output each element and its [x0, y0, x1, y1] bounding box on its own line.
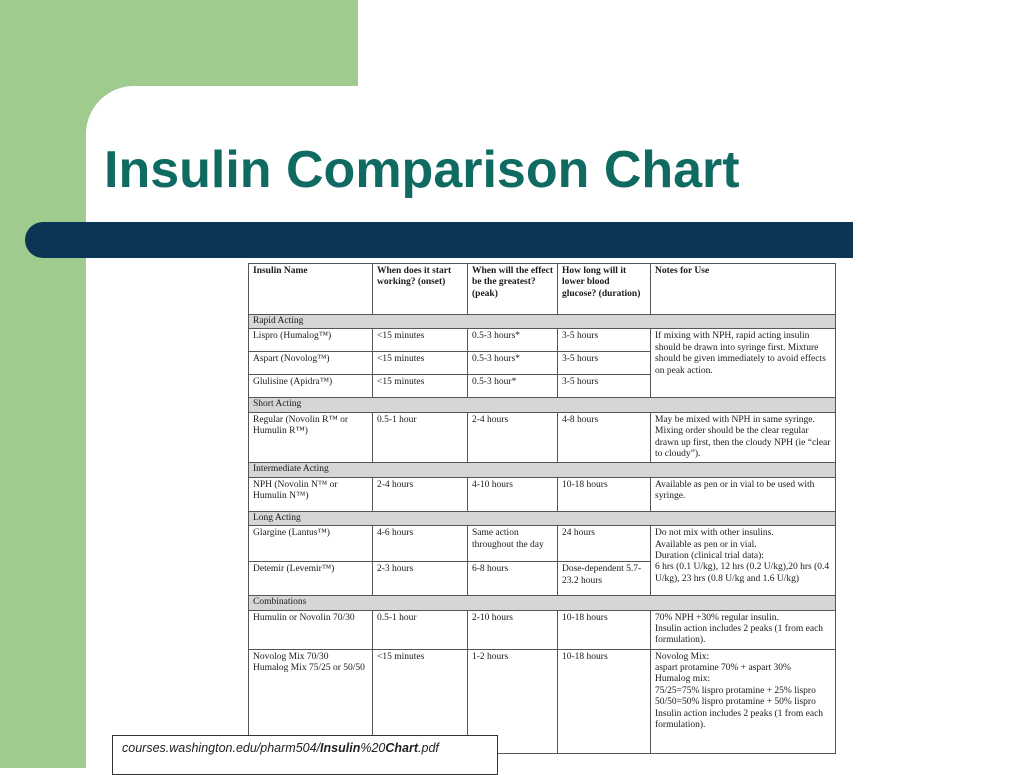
peak-cell: 0.5-3 hours* — [467, 351, 558, 376]
table-row: Aspart (Novolog™) <15 minutes 0.5-3 hour… — [248, 351, 836, 376]
onset-cell: 0.5-1 hour — [372, 411, 468, 464]
duration-cell: 3-5 hours — [557, 374, 651, 399]
table-header-row: Insulin Name When does it start working?… — [248, 263, 836, 315]
section-row-short: Short Acting — [248, 397, 836, 413]
notes-cell: Available as pen or in vial to be used w… — [650, 476, 836, 512]
header-peak: When will the effect be the greatest? (p… — [467, 263, 558, 315]
insulin-name-cell: Lispro (Humalog™) — [248, 328, 373, 353]
onset-cell: <15 minutes — [372, 374, 468, 399]
insulin-name-cell: NPH (Novolin N™ or Humulin N™) — [248, 476, 373, 512]
notes-cell: Novolog Mix: aspart protamine 70% + aspa… — [650, 648, 836, 754]
header-duration: How long will it lower blood glucose? (d… — [557, 263, 651, 315]
header-onset: When does it start working? (onset) — [372, 263, 468, 315]
header-notes: Notes for Use — [650, 263, 836, 315]
source-url-bold-part: Insulin — [320, 741, 361, 755]
duration-cell: 3-5 hours — [557, 328, 651, 353]
notes-cell: Do not mix with other insulins. Availabl… — [650, 525, 836, 597]
section-label: Intermediate Acting — [248, 462, 836, 478]
insulin-name-cell: Humulin or Novolin 70/30 — [248, 609, 373, 650]
table-row: Glargine (Lantus™) 4-6 hours Same action… — [248, 525, 836, 597]
source-url-part: courses.washington.edu/pharm504/ — [122, 741, 321, 755]
source-caption: courses.washington.edu/pharm504/Insulin%… — [112, 735, 498, 775]
peak-cell: 0.5-3 hour* — [467, 374, 558, 399]
insulin-name-cell: Regular (Novolin R™ or Humulin R™) — [248, 411, 373, 464]
section-row-rapid: Rapid Acting — [248, 313, 836, 330]
section-label: Short Acting — [248, 397, 836, 413]
slide-title: Insulin Comparison Chart — [104, 141, 740, 199]
duration-cell: 10-18 hours — [557, 476, 651, 512]
source-url-bold-part: Chart — [385, 741, 419, 755]
duration-cell: 3-5 hours — [557, 351, 651, 376]
table-row: Detemir (Levemir™) 2-3 hours 6-8 hours D… — [248, 561, 836, 597]
title-underline-bar — [25, 222, 853, 258]
duration-cell: 4-8 hours — [557, 411, 651, 464]
insulin-comparison-table: Insulin Name When does it start working?… — [248, 263, 836, 754]
header-insulin-name: Insulin Name — [248, 263, 373, 315]
peak-cell: 2-10 hours — [467, 609, 558, 650]
duration-cell: 10-18 hours — [557, 648, 651, 754]
insulin-name-cell: Glargine (Lantus™) — [248, 525, 373, 563]
onset-cell: 0.5-1 hour — [372, 609, 468, 650]
duration-cell: Dose-dependent 5.7-23.2 hours — [557, 561, 651, 597]
table-row: Lispro (Humalog™) <15 minutes 0.5-3 hour… — [248, 328, 836, 399]
peak-cell: 0.5-3 hours* — [467, 328, 558, 353]
notes-cell: 70% NPH +30% regular insulin. Insulin ac… — [650, 609, 836, 650]
duration-cell: 10-18 hours — [557, 609, 651, 650]
peak-cell: Same action throughout the day — [467, 525, 558, 563]
section-row-combinations: Combinations — [248, 595, 836, 611]
peak-cell: 2-4 hours — [467, 411, 558, 464]
section-label: Long Acting — [248, 510, 836, 527]
onset-cell: <15 minutes — [372, 351, 468, 376]
notes-cell: May be mixed with NPH in same syringe. M… — [650, 411, 836, 464]
section-label: Combinations — [248, 595, 836, 611]
table-row: Humulin or Novolin 70/30 0.5-1 hour 2-10… — [248, 609, 836, 650]
table-row: Regular (Novolin R™ or Humulin R™) 0.5-1… — [248, 411, 836, 464]
source-url-part: .pdf — [418, 741, 439, 755]
onset-cell: 2-4 hours — [372, 476, 468, 512]
section-row-long: Long Acting — [248, 510, 836, 527]
insulin-name-cell: Aspart (Novolog™) — [248, 351, 373, 376]
peak-cell: 4-10 hours — [467, 476, 558, 512]
section-row-intermediate: Intermediate Acting — [248, 462, 836, 478]
section-label: Rapid Acting — [248, 313, 836, 330]
duration-cell: 24 hours — [557, 525, 651, 563]
onset-cell: 4-6 hours — [372, 525, 468, 563]
peak-cell: 6-8 hours — [467, 561, 558, 597]
onset-cell: <15 minutes — [372, 328, 468, 353]
notes-cell: If mixing with NPH, rapid acting insulin… — [650, 328, 836, 399]
source-url-part: %20 — [360, 741, 386, 755]
insulin-name-cell: Detemir (Levemir™) — [248, 561, 373, 597]
insulin-name-cell: Glulisine (Apidra™) — [248, 374, 373, 399]
onset-cell: 2-3 hours — [372, 561, 468, 597]
table-row: NPH (Novolin N™ or Humulin N™) 2-4 hours… — [248, 476, 836, 512]
